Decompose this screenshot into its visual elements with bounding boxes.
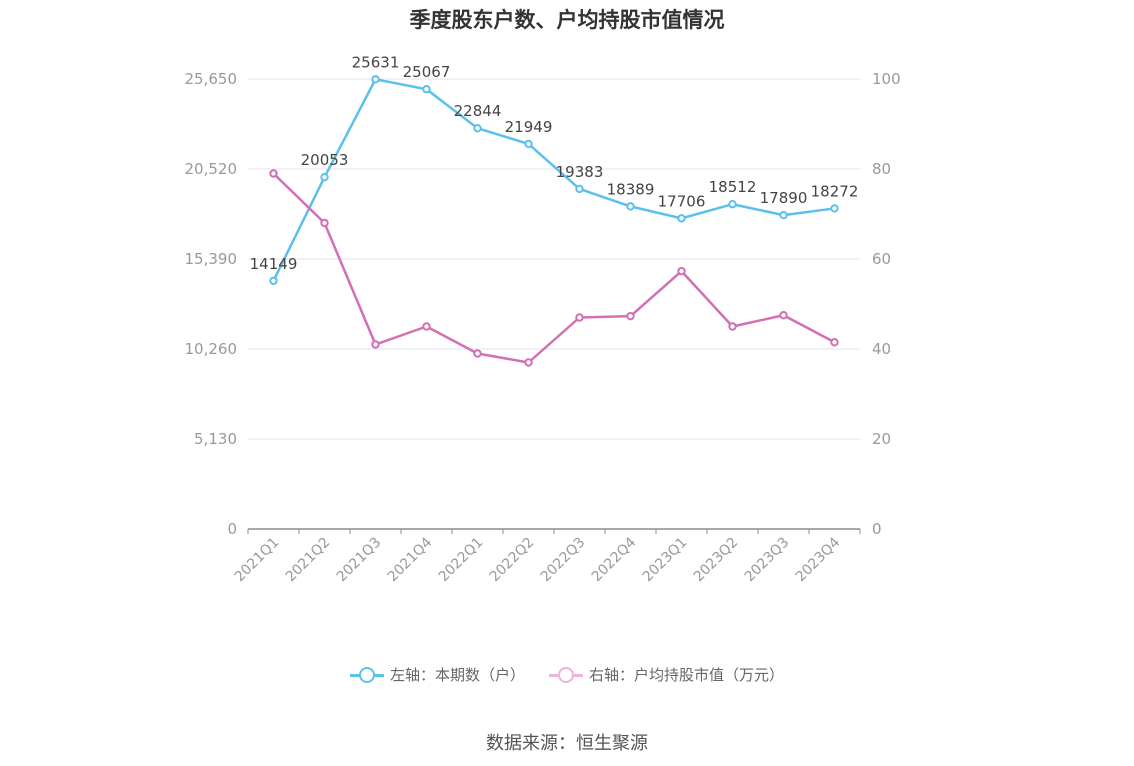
data-label: 17890 [760,189,808,207]
legend-item-right-series[interactable]: 右轴：户均持股市值（万元） [549,664,784,685]
data-point [524,139,533,149]
x-axis-tick-label: 2021Q4 [385,534,436,585]
legend-line-icon [549,666,583,683]
data-point [524,358,533,367]
legend-label: 左轴：本期数（户） [389,666,525,684]
left-axis-tick-label: 0 [227,520,237,538]
legend-line-icon [349,666,384,683]
data-label: 17706 [658,192,706,210]
data-point [830,204,839,213]
legend-label: 右轴：户均持股市值（万元） [589,666,785,684]
data-point [371,340,380,349]
data-label: 18512 [709,178,757,196]
legend: 左轴：本期数（户） 右轴：户均持股市值（万元） [0,664,1134,685]
series-line-right [272,172,836,364]
data-point [269,169,278,178]
series-line-left [272,78,835,282]
data-point [779,311,788,320]
x-axis-tick-label: 2023Q3 [742,535,793,586]
data-label: 18272 [811,182,859,200]
x-axis-tick-label: 2023Q1 [640,535,691,586]
data-point [422,85,431,94]
data-point [371,75,380,84]
data-point [422,322,431,331]
data-point [830,338,839,347]
x-axis-tick-label: 2021Q1 [232,535,283,586]
data-point [269,276,278,285]
data-label: 25067 [403,63,451,81]
data-label: 21949 [505,118,553,136]
data-point [677,214,686,223]
x-axis-tick-label: 2022Q1 [436,535,487,586]
x-axis-tick-label: 2021Q3 [334,535,385,586]
data-label: 22844 [454,102,502,120]
right-axis-tick-label: 100 [872,70,901,88]
x-axis-tick-label: 2022Q2 [487,535,538,586]
data-source-note: 数据来源：恒生聚源 [486,733,648,754]
left-axis-tick-label: 15,390 [185,250,238,268]
legend-item-left-series[interactable]: 左轴：本期数（户） [349,664,525,685]
chart-title: 季度股东户数、户均持股市值情况 [409,8,725,32]
data-point [677,266,686,276]
left-axis-tick-label: 5,130 [194,430,237,448]
x-axis-tick-label: 2021Q2 [283,535,334,586]
data-point [626,202,635,211]
x-axis-tick-label: 2023Q4 [793,534,844,585]
right-axis-tick-label: 40 [872,340,891,358]
left-axis-tick-label: 10,260 [185,340,238,358]
left-axis-tick-label: 25,650 [185,70,238,88]
data-label: 19383 [556,163,604,181]
data-label: 14149 [250,255,298,273]
x-axis-tick-label: 2022Q4 [589,534,640,585]
right-axis-tick-label: 0 [872,520,882,538]
data-point [626,311,635,321]
data-label: 20053 [301,151,349,169]
data-point [320,172,329,182]
left-axis-tick-label: 20,520 [185,160,238,178]
right-axis-tick-label: 20 [872,430,891,448]
right-axis-tick-label: 60 [872,250,891,268]
data-point [575,184,584,194]
data-label: 25631 [352,53,400,71]
right-axis-tick-label: 80 [872,160,891,178]
x-axis-tick-label: 2022Q3 [538,535,589,586]
data-point [320,218,329,228]
data-point [779,210,788,220]
data-point [575,313,584,322]
data-point [473,124,482,133]
data-point [728,322,737,331]
x-axis-tick-label: 2023Q2 [691,535,742,586]
data-point [473,349,482,358]
data-label: 18389 [607,180,655,198]
data-point [728,200,737,209]
